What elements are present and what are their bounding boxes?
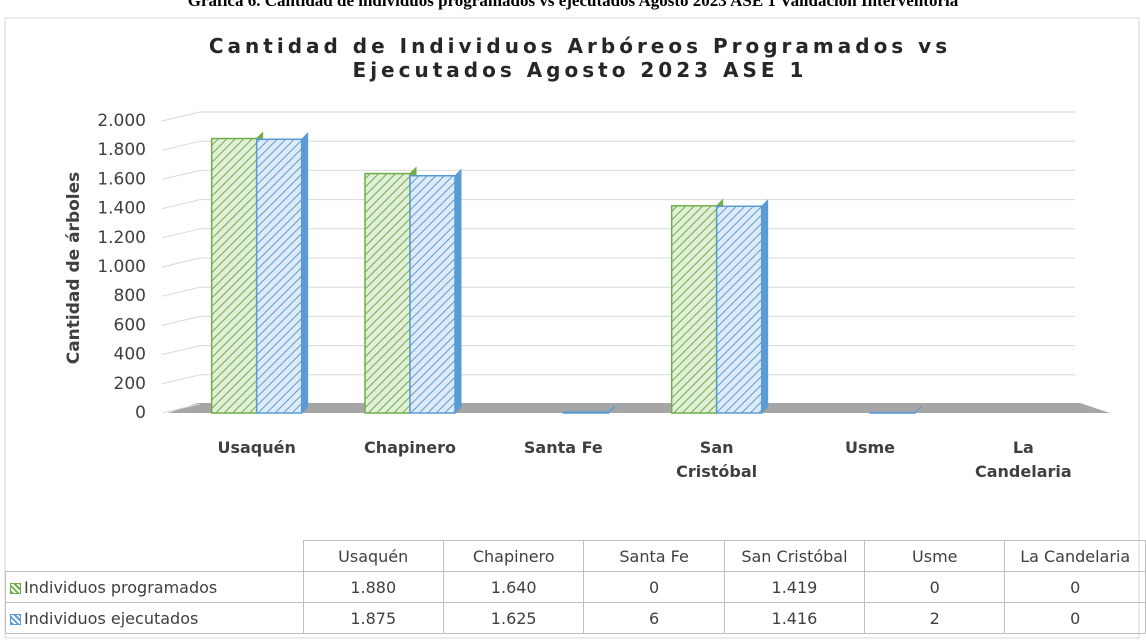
grid-line <box>161 286 201 297</box>
table-cell: 1.625 <box>442 602 585 634</box>
column-header: Usaquén <box>302 540 444 572</box>
x-tick-label: Santa Fe <box>523 438 603 457</box>
grid-line <box>161 228 201 239</box>
column-header: Chapinero <box>442 540 585 572</box>
column-header: San Cristóbal <box>723 540 866 572</box>
table-cell: 1.416 <box>723 602 866 634</box>
bar <box>255 138 303 414</box>
legend-label: Individuos programados <box>24 577 218 597</box>
grid-line <box>161 199 201 210</box>
table-cell: 1.880 <box>302 571 444 603</box>
x-tick-label: Chapinero <box>364 438 456 457</box>
table-cell: 0 <box>583 571 725 603</box>
bar <box>562 411 610 414</box>
bar-side <box>761 199 769 415</box>
bar <box>364 172 411 414</box>
grid-line <box>161 374 201 385</box>
y-tick-label: 1.600 <box>97 169 146 189</box>
legend-key <box>10 613 21 625</box>
table-cell: 1.640 <box>442 571 585 603</box>
y-tick-label: 1.000 <box>97 257 146 277</box>
x-tick-label: La Candelaria <box>974 438 1072 481</box>
y-tick-label: 2.000 <box>97 111 146 131</box>
y-tick-label: 800 <box>114 286 146 306</box>
y-tick-label: 1.400 <box>97 199 146 219</box>
grid-line <box>161 169 201 180</box>
table-cell: 2 <box>864 602 1006 634</box>
column-header: Santa Fe <box>583 540 725 572</box>
grid-line <box>161 403 201 414</box>
y-axis-label: Cantidad de árboles <box>64 172 84 365</box>
y-tick-label: 1.200 <box>97 228 146 248</box>
table-cell: 1.875 <box>302 602 444 634</box>
floor <box>168 403 1110 413</box>
grid-line <box>161 111 201 122</box>
legend-label: Individuos ejecutados <box>24 608 199 628</box>
table-cell: 0 <box>864 571 1006 603</box>
bar <box>670 205 718 414</box>
chart-title: Cantidad de Individuos Arbóreos Programa… <box>208 34 952 82</box>
chart-frame <box>4 17 1140 639</box>
bar <box>715 205 763 414</box>
grid-line <box>161 257 201 268</box>
table-row: Individuos programados 1.880 1.640 0 1.419 0 0 <box>5 571 1146 603</box>
y-tick-label: 200 <box>114 374 146 394</box>
x-tick-label: Usme <box>844 438 896 457</box>
grid-line <box>161 140 201 151</box>
table-row: Individuos ejecutados 1.875 1.625 6 1.416 2 0 <box>5 602 1146 634</box>
x-tick-label: Usaquén <box>217 438 296 457</box>
legend-key <box>10 582 21 594</box>
bar <box>409 175 456 414</box>
y-tick-label: 0 <box>135 403 146 423</box>
x-tick-label: San Cristóbal <box>676 438 758 481</box>
bar-side <box>301 132 309 415</box>
table-cell: 0 <box>1004 571 1146 603</box>
data-table: Usaquén Chapinero Santa Fe San Cristóbal Usm… <box>5 540 1146 634</box>
column-header: Usme <box>864 540 1006 572</box>
blank-cell <box>5 540 304 572</box>
table-cell: 1.419 <box>723 571 866 603</box>
y-tick-label: 600 <box>114 315 146 335</box>
grid-line <box>161 345 201 356</box>
grid-line <box>161 315 201 326</box>
bar <box>210 137 258 414</box>
row-header: Individuos ejecutados <box>5 602 304 634</box>
row-header: Individuos programados <box>5 571 304 603</box>
table-cell: 0 <box>1004 602 1146 634</box>
column-header: La Candelaria <box>1004 540 1146 572</box>
y-tick-label: 1.800 <box>97 140 146 160</box>
y-tick-label: 400 <box>114 345 146 365</box>
table-cell: 6 <box>583 602 725 634</box>
caption: Gráfica 6. Cantidad de individuos progra… <box>187 0 959 10</box>
bar-side <box>454 168 462 415</box>
